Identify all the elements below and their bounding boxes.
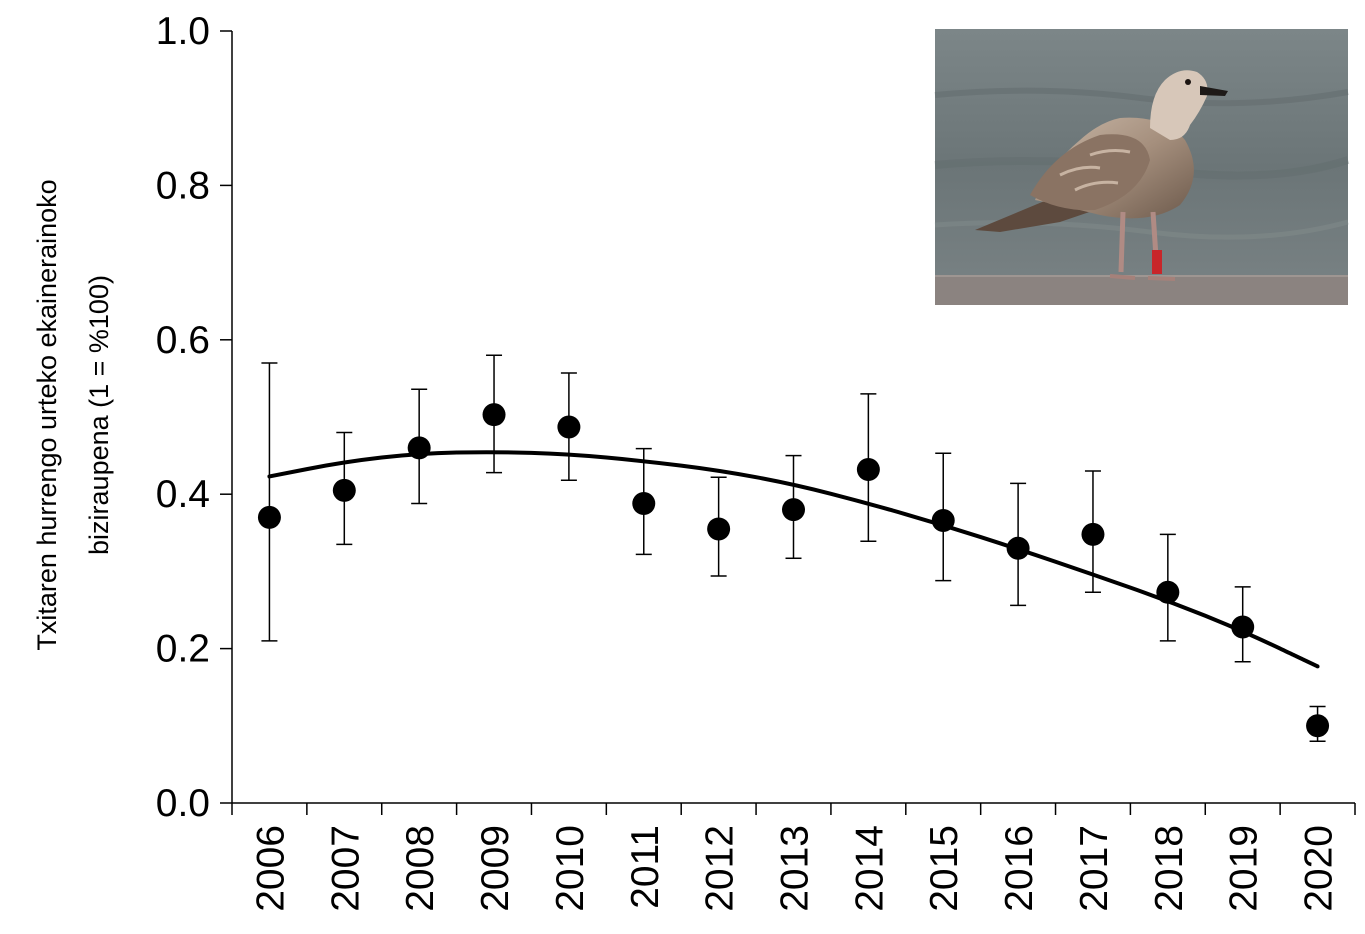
x-tick-label: 2015: [923, 825, 966, 912]
photo-wave-1: [934, 87, 1349, 107]
y-axis-title-line-1: Txitaren hurrengo urteko ekainerainoko: [32, 179, 62, 650]
gull-icon: [975, 70, 1228, 281]
y-ticks: 0.0 0.2 0.4 0.6 0.8 1.0: [156, 10, 232, 825]
x-tick-label: 2011: [624, 825, 667, 909]
data-point: [1006, 536, 1030, 560]
x-tick-label: 2019: [1223, 825, 1266, 912]
data-point: [856, 457, 880, 481]
y-tick-label: 0.8: [156, 164, 210, 207]
leg-ring: [1152, 250, 1162, 274]
data-point: [707, 517, 731, 541]
axes: [231, 31, 1355, 804]
x-tick-label: 2007: [324, 825, 367, 912]
data-points: [257, 354, 1330, 742]
y-axis-title: Txitaren hurrengo urteko ekainerainoko b…: [32, 179, 114, 650]
data-point: [782, 498, 805, 522]
y-tick-label: 0.6: [156, 319, 210, 362]
x-tick-label: 2009: [474, 825, 517, 912]
x-tick-label: 2006: [249, 825, 292, 912]
x-tick-label: 2008: [399, 825, 442, 912]
y-tick-label: 0.2: [156, 628, 210, 671]
y-axis-title-line-2: biziraupena (1 = %100): [84, 275, 114, 555]
x-ticks: 2006 2007 2008 2009 2010 2011 2012 2013 2014 2015…: [231, 803, 1356, 912]
data-point: [257, 505, 281, 529]
data-point: [1306, 714, 1330, 738]
x-tick-label: 2016: [998, 825, 1041, 912]
photo-ledge: [935, 275, 1348, 305]
data-point: [1156, 580, 1180, 604]
data-point: [632, 491, 656, 515]
data-point: [407, 436, 431, 460]
y-tick-label: 0.0: [156, 782, 210, 825]
x-tick-label: 2017: [1073, 825, 1116, 912]
x-tick-label: 2010: [549, 825, 592, 912]
data-point: [1231, 615, 1255, 639]
y-tick-label: 1.0: [156, 10, 210, 53]
data-point: [931, 508, 955, 532]
data-point: [1081, 522, 1105, 546]
x-tick-label: 2012: [699, 825, 742, 912]
data-point: [557, 415, 581, 439]
data-point: [332, 478, 356, 502]
x-tick-label: 2013: [774, 825, 817, 912]
data-point: [482, 403, 506, 427]
x-tick-label: 2020: [1298, 825, 1341, 912]
gull-photo: [934, 29, 1350, 305]
x-tick-label: 2018: [1148, 825, 1191, 912]
x-tick-label: 2014: [848, 825, 891, 912]
y-tick-label: 0.4: [156, 473, 210, 516]
